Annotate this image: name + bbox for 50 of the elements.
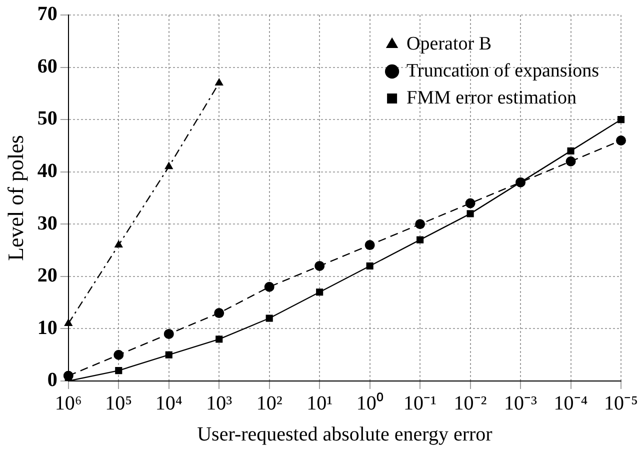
y-tick-label: 70: [37, 3, 58, 26]
y-tick-label: 20: [37, 264, 58, 287]
point: [114, 240, 123, 248]
y-tick-label: 40: [37, 160, 58, 182]
point: [465, 198, 476, 208]
point: [314, 260, 325, 271]
point: [316, 288, 324, 296]
x-tick-label: 10⁰: [356, 391, 384, 414]
x-tick-label: 10¹: [306, 392, 333, 414]
x-tick-label: 10⁶: [54, 392, 82, 414]
point: [566, 156, 576, 166]
point: [214, 308, 224, 318]
point: [63, 370, 74, 381]
y-axis-title: Level of poles: [2, 135, 28, 261]
x-tick-label: 10⁻⁵: [604, 392, 638, 414]
point: [165, 351, 172, 358]
point: [416, 236, 424, 244]
legend-label: FMM error estimation: [406, 87, 577, 108]
x-tick-label: 10⁻³: [504, 392, 538, 414]
point: [114, 350, 124, 360]
point: [617, 116, 625, 124]
x-tick-label: 10³: [206, 392, 232, 414]
point: [214, 78, 224, 86]
legend-label: Operator B: [406, 33, 492, 54]
point: [364, 240, 375, 250]
point: [216, 336, 223, 343]
y-tick-label: 50: [37, 108, 58, 130]
point: [264, 282, 274, 292]
point: [266, 314, 273, 322]
x-tick-label: 10⁻⁴: [554, 392, 588, 414]
point: [567, 147, 574, 154]
point: [415, 219, 426, 230]
x-tick-label: 10⁻¹: [404, 392, 437, 414]
legend-label: Truncation of expansions: [406, 60, 600, 82]
y-tick-label: 30: [37, 212, 58, 234]
point: [64, 318, 73, 326]
point: [164, 162, 174, 170]
point: [366, 262, 374, 270]
x-tick-label: 10²: [256, 392, 282, 414]
point: [164, 328, 174, 339]
y-tick-label: 0: [47, 369, 58, 392]
y-tick-label: 10: [37, 316, 58, 339]
x-tick-label: 10⁻²: [454, 392, 487, 414]
x-tick-label: 10⁵: [105, 392, 132, 414]
point: [115, 367, 122, 374]
point: [466, 210, 474, 218]
x-tick-label: 10⁴: [155, 392, 182, 414]
x-axis-title: User-requested absolute energy error: [197, 423, 493, 446]
y-tick-label: 60: [37, 55, 58, 78]
point: [616, 135, 626, 146]
